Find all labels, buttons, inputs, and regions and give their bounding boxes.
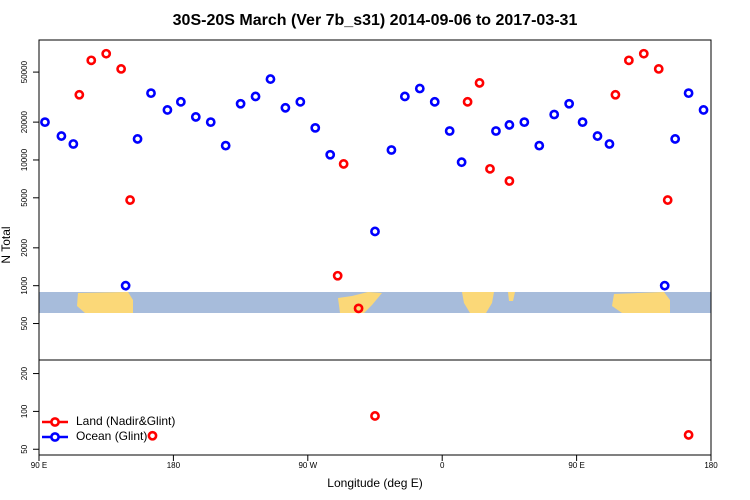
- point: [504, 120, 515, 130]
- y-tick-label: 50000: [20, 60, 29, 83]
- point: [86, 55, 97, 66]
- point: [414, 83, 425, 94]
- point: [146, 88, 156, 99]
- y-tick-label: 200: [20, 366, 29, 380]
- point: [592, 131, 603, 141]
- point: [519, 117, 530, 128]
- point: [370, 226, 380, 237]
- y-tick-label: 50: [20, 444, 29, 453]
- point: [683, 88, 694, 99]
- point: [338, 159, 349, 169]
- legend-marker: [50, 417, 60, 427]
- legend-label: Land (Nadir&Glint): [76, 414, 175, 428]
- y-tick-label: 2000: [20, 238, 29, 256]
- point: [429, 96, 440, 107]
- point: [604, 139, 615, 149]
- y-tick-label: 10000: [20, 148, 29, 171]
- point: [120, 280, 131, 291]
- x-tick-label: 90 W: [298, 461, 317, 470]
- point: [220, 140, 231, 151]
- point: [325, 149, 336, 160]
- point: [662, 195, 673, 205]
- point: [162, 105, 173, 115]
- x-tick-label: 90 E: [568, 461, 584, 470]
- y-tick-label: 500: [20, 316, 29, 330]
- y-tick-label: 100: [20, 404, 29, 418]
- y-tick-label: 1000: [20, 276, 29, 294]
- point: [190, 112, 201, 122]
- point: [670, 134, 681, 144]
- point: [610, 89, 621, 100]
- point: [74, 89, 85, 100]
- chart-title: 30S-20S March (Ver 7b_s31) 2014-09-06 to…: [173, 12, 578, 29]
- point: [370, 411, 380, 421]
- point: [205, 117, 216, 128]
- y-tick-label: 5000: [20, 188, 29, 206]
- point: [534, 140, 545, 151]
- point: [353, 303, 364, 314]
- x-tick-label: 180: [704, 461, 718, 470]
- point: [456, 157, 467, 168]
- point: [132, 134, 143, 144]
- plot-frame: [38, 39, 712, 456]
- x-tick-label: 180: [167, 461, 181, 470]
- point: [698, 105, 709, 115]
- x-tick-label: 90 E: [31, 461, 47, 470]
- point: [399, 91, 410, 102]
- point: [623, 55, 634, 66]
- point: [504, 176, 515, 186]
- point: [265, 74, 276, 84]
- point: [485, 163, 495, 174]
- point: [332, 270, 343, 281]
- point: [386, 145, 397, 155]
- point: [147, 430, 158, 441]
- point: [280, 102, 291, 113]
- point: [638, 48, 649, 59]
- x-tick-label: 0: [440, 461, 445, 470]
- point: [125, 195, 135, 205]
- point: [564, 98, 575, 109]
- point: [653, 64, 664, 74]
- point: [295, 96, 306, 107]
- point: [175, 96, 186, 107]
- point: [68, 139, 79, 149]
- point: [683, 430, 694, 440]
- point: [250, 91, 261, 102]
- point: [659, 280, 670, 291]
- point: [549, 109, 560, 120]
- point: [56, 131, 67, 141]
- legend-label: Ocean (Glint): [76, 429, 147, 443]
- x-axis-label: Longitude (deg E): [327, 476, 422, 490]
- legend-marker: [50, 432, 60, 442]
- point: [235, 98, 246, 109]
- point: [310, 122, 321, 133]
- y-axis-label: N Total: [0, 226, 13, 263]
- point: [116, 64, 127, 74]
- point: [101, 48, 112, 59]
- point: [577, 117, 588, 128]
- point: [40, 117, 50, 128]
- map-strip: [39, 292, 711, 313]
- point: [491, 126, 501, 136]
- y-tick-label: 20000: [20, 110, 29, 133]
- point: [462, 96, 473, 107]
- point: [444, 126, 455, 136]
- point: [474, 78, 485, 88]
